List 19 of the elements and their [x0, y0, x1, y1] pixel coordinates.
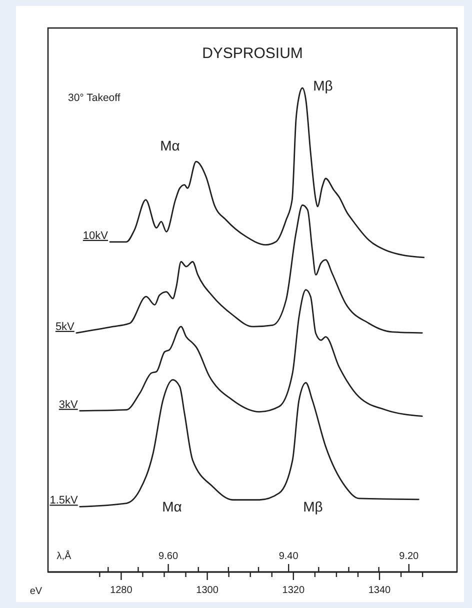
annotation: 30° Takeoff	[68, 92, 120, 104]
annotation: Mβ	[303, 498, 323, 515]
x-tick-label: 1280	[110, 585, 133, 596]
series-label: 10kV	[82, 230, 109, 242]
x2-axis-title: λ,Å	[56, 550, 72, 562]
chart-title: DYSPROSIUM	[202, 45, 303, 62]
series-label: 5kV	[55, 320, 76, 333]
x2-tick-label: 9.40	[278, 551, 299, 562]
x-axis-title: eV	[30, 586, 42, 597]
x-tick-label: 1340	[368, 585, 392, 596]
x-tick-label: 1320	[282, 585, 305, 596]
series-label: 1.5kV	[50, 494, 79, 507]
x-tick-label: 1300	[196, 585, 219, 596]
x2-tick-label: 9.60	[158, 551, 178, 562]
series-label: 3kV	[58, 398, 79, 411]
annotation: Mα	[162, 498, 182, 515]
x2-tick-label: 9.20	[399, 551, 420, 562]
annotation: Mβ	[313, 78, 333, 94]
annotation: Mα	[160, 138, 180, 154]
